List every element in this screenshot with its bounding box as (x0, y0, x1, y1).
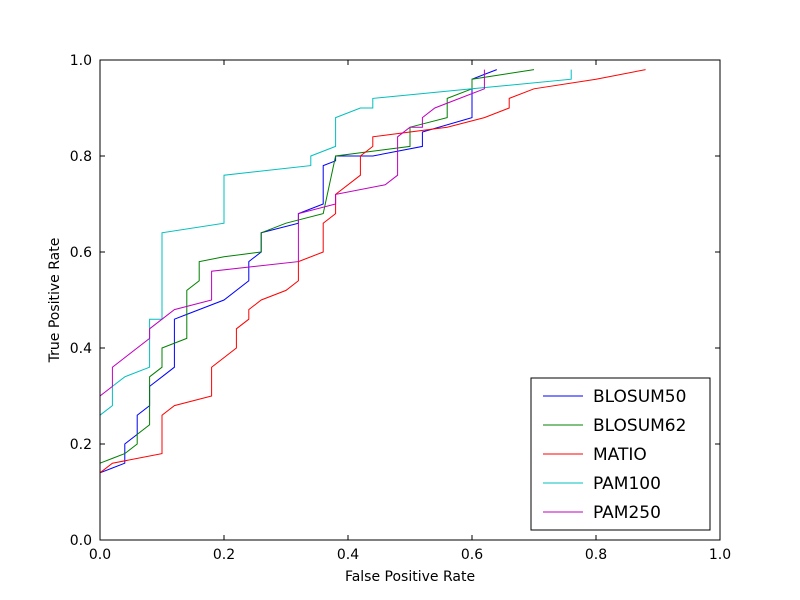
axis-ticks: 0.0 0.2 0.4 0.6 0.8 1.0 0.0 0.2 0.4 0.6 0.8 1.0 (70, 53, 731, 563)
x-tick-label: 0.2 (213, 547, 235, 563)
x-tick-label: 0.0 (89, 547, 111, 563)
x-tick-label: 0.8 (585, 547, 607, 563)
series-line-pam250 (99, 69, 485, 397)
plot-frame (99, 59, 721, 541)
y-tick-label: 1.0 (70, 53, 92, 69)
series-line-matio (99, 69, 646, 474)
legend-label: MATIO (593, 445, 647, 465)
x-axis-label: False Positive Rate (345, 569, 475, 585)
x-tick-label: 1.0 (709, 547, 731, 563)
y-tick-label: 0.0 (70, 533, 92, 549)
legend-label: PAM100 (593, 474, 661, 494)
legend-label: PAM250 (593, 503, 661, 523)
legend: BLOSUM50 BLOSUM62 MATIO PAM100 PAM250 (530, 377, 711, 531)
y-tick-label: 0.8 (70, 149, 92, 165)
legend-label: BLOSUM62 (593, 416, 686, 436)
y-tick-label: 0.2 (70, 437, 92, 453)
series-lines (99, 69, 646, 474)
series-line-pam100 (99, 69, 572, 416)
y-axis-label: True Positive Rate (47, 238, 63, 364)
x-tick-label: 0.4 (337, 547, 359, 563)
x-tick-label: 0.6 (461, 547, 483, 563)
series-line-blosum62 (99, 69, 535, 464)
y-tick-label: 0.6 (70, 245, 92, 261)
y-tick-label: 0.4 (70, 341, 92, 357)
legend-label: BLOSUM50 (593, 387, 686, 407)
